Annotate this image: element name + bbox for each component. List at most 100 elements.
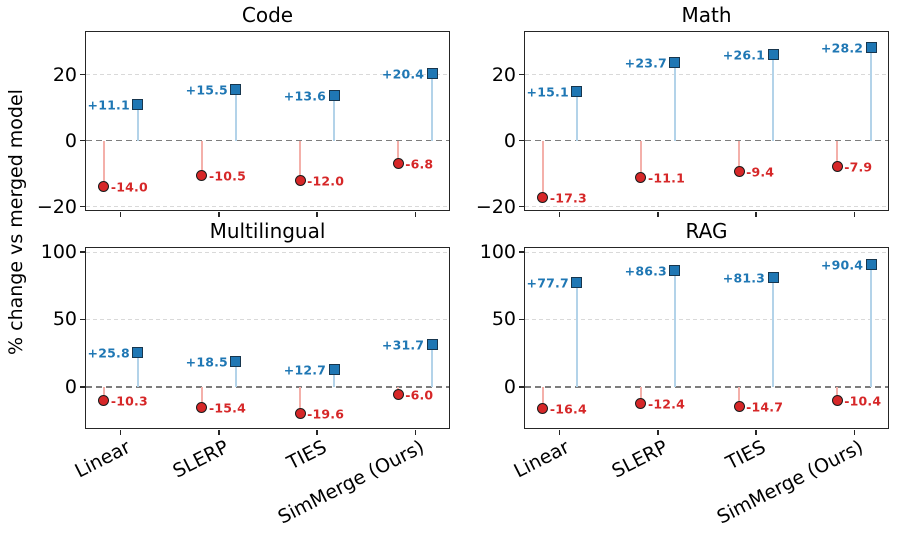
y-tick-mark xyxy=(80,206,85,208)
x-tick-mark xyxy=(120,429,122,435)
x-tick-mark xyxy=(853,429,855,435)
y-tick-mark xyxy=(80,74,85,76)
x-tick-mark xyxy=(755,211,757,217)
negative-stem xyxy=(640,386,642,404)
positive-value-label: +28.2 xyxy=(820,40,864,56)
positive-marker xyxy=(767,49,779,61)
positive-stem xyxy=(431,344,434,387)
positive-marker xyxy=(328,90,340,102)
negative-stem xyxy=(738,386,740,407)
positive-value-label: +25.8 xyxy=(87,345,130,361)
positive-value-label: +15.5 xyxy=(185,82,228,98)
positive-marker xyxy=(426,338,438,350)
plot-area: −20 0 20 +11.1 -14.0 +15.5 -10.5 +13.6 -12.0 +20.… xyxy=(37,31,450,218)
negative-stem xyxy=(836,386,839,401)
negative-value-label: -10.4 xyxy=(844,393,882,409)
x-tick-mark xyxy=(559,429,561,435)
y-tick-label: 0 xyxy=(64,375,77,398)
positive-value-label: +31.7 xyxy=(381,337,425,353)
y-axis-label: % change vs merged model xyxy=(5,89,27,355)
grid-line xyxy=(525,74,888,76)
x-category-label: TIES xyxy=(722,436,770,475)
negative-value-label: -6.0 xyxy=(405,387,434,403)
positive-value-label: +26.1 xyxy=(722,47,766,63)
zero-line xyxy=(86,140,449,142)
x-tick-mark xyxy=(120,211,122,217)
positive-marker xyxy=(230,356,242,368)
y-tick-mark xyxy=(519,318,524,321)
y-tick-mark xyxy=(519,386,524,388)
x-tick-mark xyxy=(218,429,220,435)
x-tick-mark xyxy=(218,211,220,217)
y-tick-label: 100 xyxy=(479,241,516,264)
x-category-label: SLERP xyxy=(169,436,232,483)
negative-value-label: -12.4 xyxy=(647,396,685,412)
subplot-title: Math xyxy=(681,3,732,27)
y-tick-label: 0 xyxy=(503,375,516,398)
y-tick-label: 0 xyxy=(64,129,77,152)
subplot-math: Math −20 0 20 +15.1 -17.3 +23.7 -11.1 +26.1 -9.4… xyxy=(476,3,889,218)
x-tick-mark xyxy=(755,429,757,435)
positive-stem xyxy=(575,282,578,387)
negative-marker xyxy=(196,169,208,181)
negative-stem xyxy=(541,140,544,198)
negative-marker xyxy=(392,157,404,169)
negative-value-label: -6.8 xyxy=(405,156,434,172)
negative-stem xyxy=(299,386,301,414)
plot-area: 0 50 100 Linear +25.8 -10.3 SLERP +18.5 -15.4 TIE… xyxy=(41,241,450,529)
negative-marker xyxy=(537,403,549,415)
positive-stem xyxy=(136,104,139,141)
y-tick-mark xyxy=(80,318,85,321)
negative-value-label: -9.4 xyxy=(746,164,775,180)
negative-stem xyxy=(541,386,544,409)
positive-stem xyxy=(674,62,676,141)
negative-marker xyxy=(537,192,549,204)
negative-marker xyxy=(392,389,404,401)
negative-marker xyxy=(98,181,110,193)
negative-stem xyxy=(738,140,740,172)
grid-line xyxy=(86,251,449,253)
positive-marker xyxy=(132,98,144,110)
positive-marker xyxy=(230,84,242,96)
subplot-multilingual: Multilingual 0 50 100 Linear +25.8 -10.3 SLERP… xyxy=(41,219,450,529)
negative-value-label: -19.6 xyxy=(307,406,345,422)
negative-marker xyxy=(294,174,306,186)
positive-marker xyxy=(426,68,438,80)
x-tick-mark xyxy=(657,211,659,217)
grid-line xyxy=(86,74,449,76)
negative-value-label: -10.5 xyxy=(208,168,246,184)
x-category-label: Linear xyxy=(510,436,573,483)
positive-stem xyxy=(870,264,873,387)
positive-stem xyxy=(333,369,335,387)
negative-marker xyxy=(733,166,745,178)
negative-stem xyxy=(102,386,105,401)
x-tick-mark xyxy=(414,429,416,435)
positive-stem xyxy=(235,89,237,141)
y-tick-label: 100 xyxy=(40,241,77,264)
positive-marker xyxy=(865,42,877,54)
y-tick-mark xyxy=(519,140,524,142)
negative-marker xyxy=(98,395,110,407)
negative-value-label: -15.4 xyxy=(208,400,246,416)
positive-marker xyxy=(132,346,144,358)
zero-line xyxy=(86,386,449,388)
positive-stem xyxy=(575,91,578,141)
positive-stem xyxy=(235,361,237,387)
y-tick-label: −20 xyxy=(36,195,77,218)
positive-marker xyxy=(865,259,877,271)
negative-stem xyxy=(299,140,301,181)
zero-line xyxy=(525,140,888,142)
x-category-label: Linear xyxy=(71,436,134,483)
y-tick-mark xyxy=(519,251,524,253)
x-category-label: SLERP xyxy=(608,436,671,483)
negative-stem xyxy=(836,140,839,167)
negative-marker xyxy=(831,395,843,407)
subplot-title: Code xyxy=(241,3,294,27)
positive-value-label: +20.4 xyxy=(381,66,425,82)
positive-value-label: +81.3 xyxy=(722,270,766,286)
y-tick-label: 50 xyxy=(491,308,516,331)
grid-line xyxy=(525,206,888,208)
subplot-title: RAG xyxy=(685,219,728,243)
y-tick-mark xyxy=(80,386,85,388)
